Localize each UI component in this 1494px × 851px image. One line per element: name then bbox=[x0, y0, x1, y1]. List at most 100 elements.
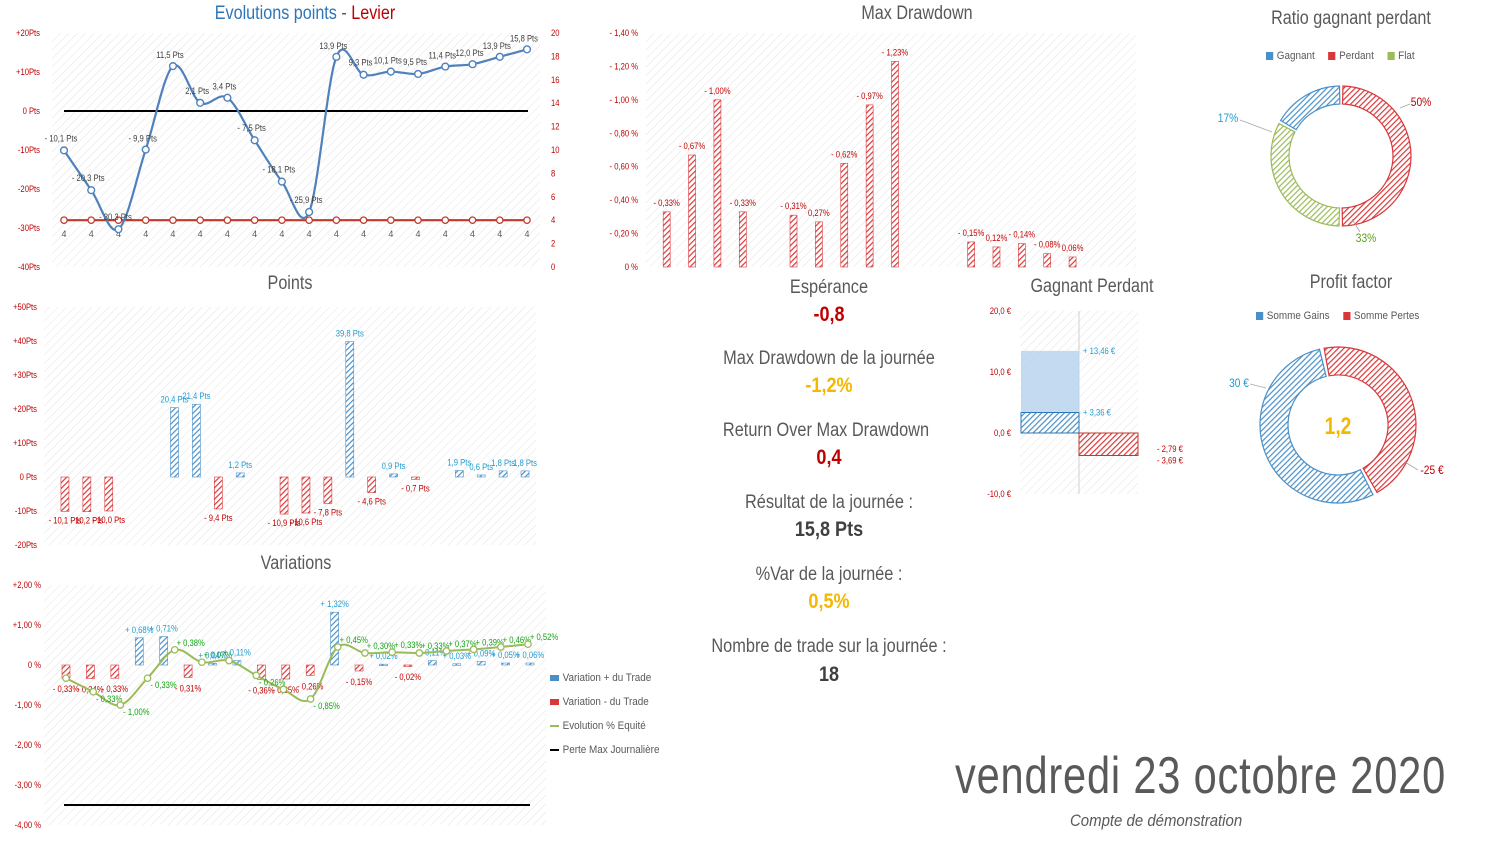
evolution-chart-title: Evolutions points - Levier bbox=[199, 3, 412, 25]
levier-label: 4 bbox=[143, 229, 148, 239]
ratio-slice bbox=[1270, 122, 1341, 227]
points-bar-label: - 10,6 Pts bbox=[290, 516, 323, 527]
variations-legend: Variation + du Trade Variation - du Trad… bbox=[550, 666, 659, 762]
levier-label: 4 bbox=[170, 229, 175, 239]
variation-bar bbox=[428, 660, 437, 666]
points-y-tick: +20Pts bbox=[13, 403, 37, 414]
variation-bar-label: + 0,09% bbox=[467, 648, 496, 659]
variation-bar bbox=[305, 664, 315, 676]
profit-factor-legend: Somme Gains Somme Pertes bbox=[1256, 310, 1430, 322]
romad-value: 0,4 bbox=[816, 446, 842, 469]
mdd-y-tick: - 0,20 % bbox=[610, 228, 639, 239]
points-series-point bbox=[332, 52, 341, 61]
variations-plot-area bbox=[44, 585, 546, 825]
levier-point bbox=[414, 216, 422, 225]
points-series-label: 13,9 Pts bbox=[483, 40, 511, 51]
equity-label: + 0,33% bbox=[394, 640, 423, 651]
mdd-bar bbox=[662, 211, 671, 268]
mdd-bar-label: 0,06% bbox=[1062, 242, 1084, 253]
points-series-label: - 9,9 Pts bbox=[128, 133, 156, 144]
variation-bar-label: + 0,04% bbox=[198, 650, 227, 661]
points-bar-label: 0,6 Pts bbox=[469, 461, 493, 472]
evolution-y-tick: +10Pts bbox=[16, 66, 40, 77]
gp-y-tick: -10,0 € bbox=[987, 488, 1011, 499]
levier-label: 4 bbox=[470, 229, 475, 239]
gp-label: + 13,46 € bbox=[1083, 345, 1115, 356]
variation-bar bbox=[208, 663, 217, 666]
levier-point bbox=[386, 216, 395, 225]
variation-bar-label: + 0,02% bbox=[369, 651, 398, 662]
levier-label: 4 bbox=[334, 229, 339, 239]
gp-y-tick: 0,0 € bbox=[994, 427, 1011, 438]
points-series-point bbox=[305, 207, 314, 217]
variation-bar-label: - 0,15% bbox=[346, 676, 373, 687]
levier-point bbox=[60, 216, 68, 225]
equity-point bbox=[198, 658, 206, 667]
equity-label: + 0,39% bbox=[476, 637, 505, 648]
variation-bar bbox=[110, 664, 120, 679]
levier-label: 4 bbox=[416, 229, 421, 239]
mdd-y-tick: - 0,80 % bbox=[610, 128, 639, 139]
ratio-donut-chart: 17% 50% 33% bbox=[1218, 85, 1431, 245]
legend-flat: Flat bbox=[1387, 50, 1415, 62]
equity-point bbox=[388, 648, 396, 657]
mdd-bar-label: - 0,08% bbox=[1034, 239, 1061, 250]
equity-label: + 0,33% bbox=[421, 640, 450, 651]
equity-label: + 0,46% bbox=[503, 634, 532, 645]
pf-label: -25 € bbox=[1420, 464, 1444, 477]
points-bar bbox=[170, 407, 179, 478]
points-y-tick: +50Pts bbox=[13, 301, 37, 312]
evolution-y-tick: -40Pts bbox=[18, 261, 40, 272]
evolution-y-tick: 0 Pts bbox=[23, 105, 40, 116]
mdd-bar bbox=[865, 104, 874, 268]
points-series-point bbox=[277, 177, 286, 186]
equity-point bbox=[496, 643, 505, 651]
variation-bar bbox=[183, 664, 193, 678]
ratio-label: 17% bbox=[1218, 112, 1238, 125]
evolution-y2-tick: 16 bbox=[551, 74, 560, 85]
levier-label: 4 bbox=[443, 229, 448, 239]
points-bar bbox=[104, 476, 114, 512]
evolution-title-points: Evolutions points bbox=[214, 3, 337, 24]
levier-point bbox=[523, 216, 531, 225]
equity-label: + 0,52% bbox=[530, 632, 559, 643]
mdd-y-tick: - 0,60 % bbox=[610, 161, 639, 172]
points-series-label: - 7,5 Pts bbox=[237, 123, 265, 134]
var-label: %Var de la journée : bbox=[755, 564, 903, 585]
evolution-plot-area bbox=[52, 33, 540, 267]
variations-y-tick: +1,00 % bbox=[13, 619, 42, 630]
variation-bar bbox=[501, 662, 510, 666]
points-bar bbox=[520, 470, 530, 478]
points-bar-label: - 0,7 Pts bbox=[401, 483, 429, 494]
levier-point bbox=[359, 216, 368, 225]
mdd-bar-label: 0,12% bbox=[986, 232, 1008, 243]
levier-label: 4 bbox=[361, 229, 366, 239]
points-bar bbox=[476, 474, 486, 478]
points-chart-title: Points bbox=[267, 273, 313, 294]
evolution-y-tick: +20Pts bbox=[16, 27, 40, 38]
equity-label: - 0,26% bbox=[259, 677, 286, 688]
points-series-point bbox=[413, 69, 423, 79]
points-bar bbox=[82, 476, 92, 512]
result-value: 15,8 Pts bbox=[794, 518, 864, 541]
equity-point bbox=[442, 647, 451, 655]
equity-point bbox=[252, 671, 261, 680]
pf-slice bbox=[1259, 348, 1374, 504]
points-series-point bbox=[495, 52, 504, 61]
points-series-point bbox=[468, 60, 477, 69]
ratio-slice bbox=[1279, 85, 1341, 131]
variation-bar-label: + 1,32% bbox=[320, 599, 349, 610]
equity-point bbox=[116, 701, 125, 709]
gp-label: - 3,69 € bbox=[1157, 455, 1183, 466]
mdd-y-tick: - 0,40 % bbox=[610, 195, 639, 206]
report-date: vendredi 23 octobre 2020 bbox=[955, 747, 1447, 805]
profit-factor-title: Profit factor bbox=[1309, 272, 1393, 293]
levier-label: 4 bbox=[307, 229, 312, 239]
trades-value: 18 bbox=[818, 663, 840, 686]
equity-point bbox=[524, 640, 532, 649]
variation-bar-label: + 0,71% bbox=[150, 623, 179, 634]
points-chart: +50Pts +40Pts +30Pts +20Pts +10Pts 0 Pts -10Pt… bbox=[13, 301, 537, 550]
points-series-point bbox=[250, 136, 259, 145]
evolution-title-levier: Levier bbox=[351, 3, 396, 24]
variation-bar bbox=[134, 637, 144, 666]
